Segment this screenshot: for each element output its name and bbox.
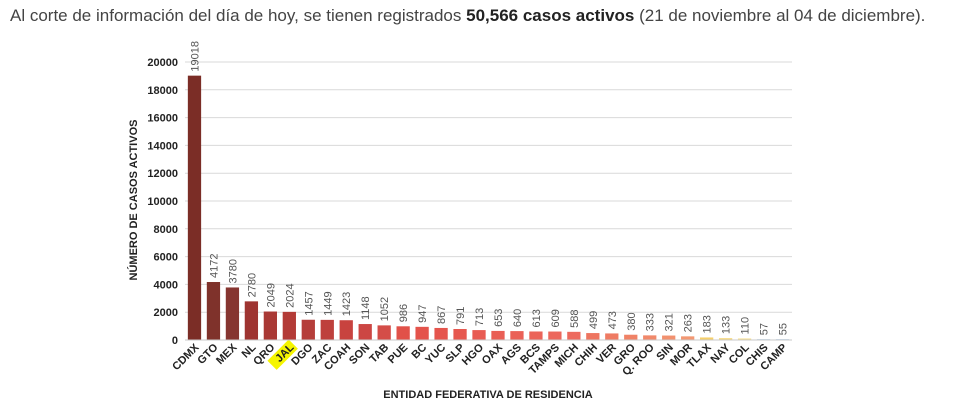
bar [548, 331, 562, 340]
y-tick-label: 0 [172, 335, 178, 347]
y-tick-label: 16000 [147, 113, 178, 125]
y-tick-label: 14000 [147, 140, 178, 152]
bar [700, 337, 714, 340]
bar [377, 325, 391, 340]
highlight-marker [267, 339, 298, 370]
bar [187, 75, 202, 340]
intro-text-part2: (21 de noviembre al 04 de diciembre). [634, 6, 926, 25]
value-label: 110 [740, 317, 752, 335]
bar [662, 335, 676, 340]
y-tick-label: 12000 [147, 168, 178, 180]
value-label: 2049 [265, 283, 277, 307]
gridlines [185, 61, 792, 313]
value-label: 333 [645, 313, 657, 331]
value-label: 183 [702, 315, 714, 333]
bar [491, 330, 505, 340]
value-labels: 19018 4172 3780 2780 2049 2024 1457 1449 1423 114… [189, 41, 789, 335]
value-label: 321 [664, 313, 676, 331]
value-label: 4172 [208, 254, 220, 278]
value-label: 2780 [246, 273, 258, 297]
bar [624, 334, 638, 340]
value-label: 1148 [360, 296, 372, 320]
bar [206, 282, 221, 340]
bar [320, 319, 334, 340]
value-label: 1052 [379, 297, 391, 321]
bar [453, 329, 467, 340]
value-label: 57 [759, 323, 771, 335]
y-axis-title: NÚMERO DE CASOS ACTIVOS [127, 120, 140, 281]
bar [737, 338, 752, 340]
bar [472, 330, 486, 340]
intro-text-part1: Al corte de información del día de hoy, … [10, 6, 467, 25]
category-label: OAX [480, 341, 506, 367]
y-tick-label: 6000 [154, 252, 178, 264]
bar [301, 319, 315, 340]
value-label: 1449 [322, 291, 334, 315]
value-label: 380 [626, 312, 638, 330]
value-label: 1457 [303, 291, 315, 315]
value-label: 613 [531, 309, 543, 327]
value-label: 791 [455, 307, 467, 325]
value-label: 473 [607, 311, 619, 329]
value-label: 3780 [227, 259, 239, 283]
bar [263, 311, 277, 340]
bars [187, 75, 790, 340]
y-tick-label: 10000 [147, 196, 178, 208]
bar [282, 311, 296, 340]
value-label: 640 [512, 309, 524, 327]
value-label: 588 [569, 309, 581, 327]
x-axis-title: ENTIDAD FEDERATIVA DE RESIDENCIA [383, 389, 592, 401]
intro-text: Al corte de información del día de hoy, … [10, 5, 945, 26]
bar [529, 331, 543, 340]
value-label: 713 [474, 308, 486, 326]
y-tick-label: 2000 [154, 307, 178, 319]
value-label: 1423 [341, 292, 353, 316]
bar [718, 338, 733, 340]
y-tick-label: 4000 [154, 279, 178, 291]
bar [643, 335, 657, 340]
bar [339, 320, 353, 340]
bar [567, 331, 581, 340]
value-label: 263 [683, 314, 695, 332]
category-label: YUC [423, 342, 448, 367]
bar [244, 301, 259, 340]
bar [586, 333, 600, 340]
bar [434, 327, 448, 340]
category-label: SON [347, 342, 372, 367]
bar [605, 333, 619, 340]
bar [681, 336, 695, 340]
bar [225, 287, 240, 340]
category-label: GTO [195, 341, 221, 367]
y-tick-label: 18000 [147, 85, 178, 97]
bar [358, 324, 372, 340]
category-label: PUE [386, 342, 410, 366]
bar [415, 326, 429, 340]
value-label: 653 [493, 309, 505, 327]
value-label: 2024 [284, 283, 296, 307]
category-label: AGS [499, 342, 524, 367]
bar [510, 331, 524, 340]
y-axis-ticks: 0 2000 4000 6000 8000 10000 12000 14000 16000 180… [147, 57, 178, 347]
bar [396, 326, 410, 340]
value-label: 499 [588, 311, 600, 329]
value-label: 609 [550, 309, 562, 327]
intro-active-cases: 50,566 casos activos [466, 6, 635, 25]
category-label: TAB [367, 342, 391, 366]
y-tick-label: 8000 [154, 224, 178, 236]
value-label: 55 [778, 323, 790, 335]
value-label: 986 [398, 304, 410, 322]
y-tick-label: 20000 [147, 57, 178, 69]
value-label: 947 [417, 304, 429, 322]
value-label: 133 [721, 316, 733, 334]
category-label: MEX [214, 341, 240, 367]
value-label: 867 [436, 306, 448, 324]
value-label: 19018 [189, 41, 201, 72]
